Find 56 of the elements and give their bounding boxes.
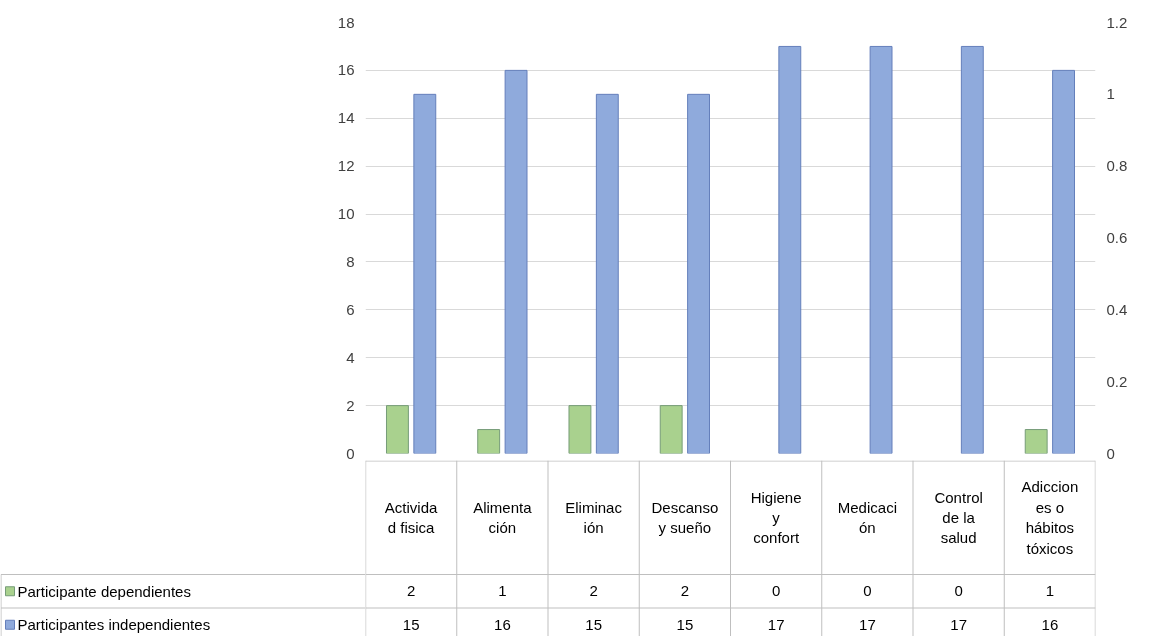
y-tick-label: 6 xyxy=(346,300,355,318)
y-tick-label: 0 xyxy=(346,444,355,462)
bar xyxy=(385,405,409,454)
y2-tick-label: 1 xyxy=(1106,85,1115,103)
y2-tick-label: 0.8 xyxy=(1106,157,1128,175)
data-label: 17 xyxy=(767,615,785,633)
y-tick-label: 18 xyxy=(337,13,355,31)
data-label: 15 xyxy=(585,615,602,633)
y2-tick-label: 0.2 xyxy=(1106,372,1128,390)
y-tick-label: 2 xyxy=(346,396,355,414)
x-tick-label: Actividad fisica xyxy=(384,498,439,537)
data-label: 1 xyxy=(498,582,507,600)
y-tick-label: 8 xyxy=(346,252,355,270)
y2-tick-label: 0.4 xyxy=(1106,300,1128,318)
x-tick-label: Adicciones o hábitos tóxicos xyxy=(1021,478,1079,557)
bar xyxy=(504,69,528,454)
bar xyxy=(687,93,711,454)
x-tick-label: Higiene y confort xyxy=(750,488,802,547)
bar xyxy=(1024,429,1048,454)
data-label: 15 xyxy=(402,615,420,633)
y2-tick-label: 1.2 xyxy=(1106,13,1128,31)
x-tick-label: Eliminación xyxy=(565,498,623,537)
data-label: 15 xyxy=(676,615,694,633)
bar xyxy=(413,93,437,454)
data-label: 2 xyxy=(406,582,416,600)
x-tick-label: Descanso y sueño xyxy=(651,498,719,537)
bar xyxy=(659,405,683,454)
data-label: 2 xyxy=(680,582,690,600)
y2-tick-label: 0 xyxy=(1106,444,1115,462)
x-tick-label: Control de la salud xyxy=(934,488,983,547)
data-label: 17 xyxy=(859,615,876,633)
x-tick-label: Alimentación xyxy=(473,498,533,537)
data-label: 16 xyxy=(494,615,511,633)
bar xyxy=(568,405,592,454)
y-tick-label: 16 xyxy=(337,61,355,79)
y-tick-label: 12 xyxy=(337,157,355,175)
bar xyxy=(595,93,619,454)
data-label: 0 xyxy=(863,582,872,600)
y-tick-label: 14 xyxy=(337,109,355,127)
y2-tick-label: 0.6 xyxy=(1106,229,1128,246)
data-label: 17 xyxy=(950,615,967,633)
data-label: 0 xyxy=(954,582,963,600)
data-label: 16 xyxy=(1041,615,1059,633)
data-label: 1 xyxy=(1045,582,1055,600)
data-label: 2 xyxy=(589,582,598,600)
bar xyxy=(869,45,893,454)
bar xyxy=(778,45,802,454)
bar xyxy=(477,429,501,454)
data-label: 0 xyxy=(771,582,781,600)
y-tick-label: 10 xyxy=(337,205,355,223)
legend-label: Participante dependientes xyxy=(17,582,191,600)
x-tick-label: Medicación xyxy=(837,498,897,537)
legend-label: Participantes independientes xyxy=(17,616,211,634)
y-tick-label: 4 xyxy=(346,348,355,366)
bar xyxy=(960,45,984,454)
bar xyxy=(1052,69,1076,454)
